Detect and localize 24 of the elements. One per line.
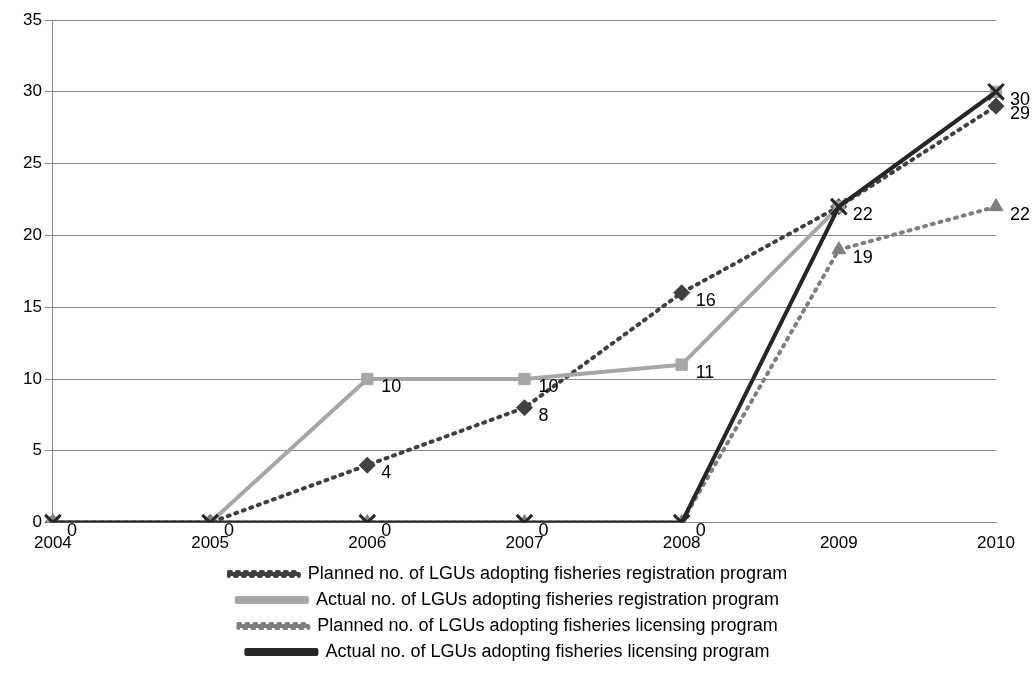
data-label: 11 (695, 361, 715, 382)
y-tick-label: 25 (22, 153, 42, 173)
legend-label: Actual no. of LGUs adopting fisheries licensing program (325, 640, 770, 661)
y-tick-label: 20 (22, 225, 42, 245)
data-label: 0 (224, 519, 235, 540)
data-label: 8 (538, 404, 549, 425)
data-label: 19 (852, 246, 873, 267)
legend-label: Actual no. of LGUs adopting fisheries registration program (315, 588, 780, 609)
data-label: 10 (381, 375, 402, 396)
y-tick-label: 30 (22, 81, 42, 101)
x-tick-label: 2009 (819, 533, 858, 553)
y-tick-label: 5 (32, 440, 42, 460)
y-tick-label: 35 (22, 9, 42, 29)
data-label: 4 (381, 462, 392, 483)
y-tick-label: 15 (22, 296, 42, 316)
data-label: 22 (852, 203, 873, 224)
data-label: 16 (695, 289, 716, 310)
data-label: 10 (538, 375, 559, 396)
y-tick-label: 10 (22, 368, 42, 388)
legend-label: Planned no. of LGUs adopting fisheries registration program (307, 562, 788, 583)
data-label: 22 (1010, 203, 1031, 224)
x-tick-label: 2010 (977, 533, 1015, 553)
legend-label: Planned no. of LGUs adopting fisheries licensing program (317, 614, 778, 635)
y-tick-label: 0 (32, 512, 42, 532)
